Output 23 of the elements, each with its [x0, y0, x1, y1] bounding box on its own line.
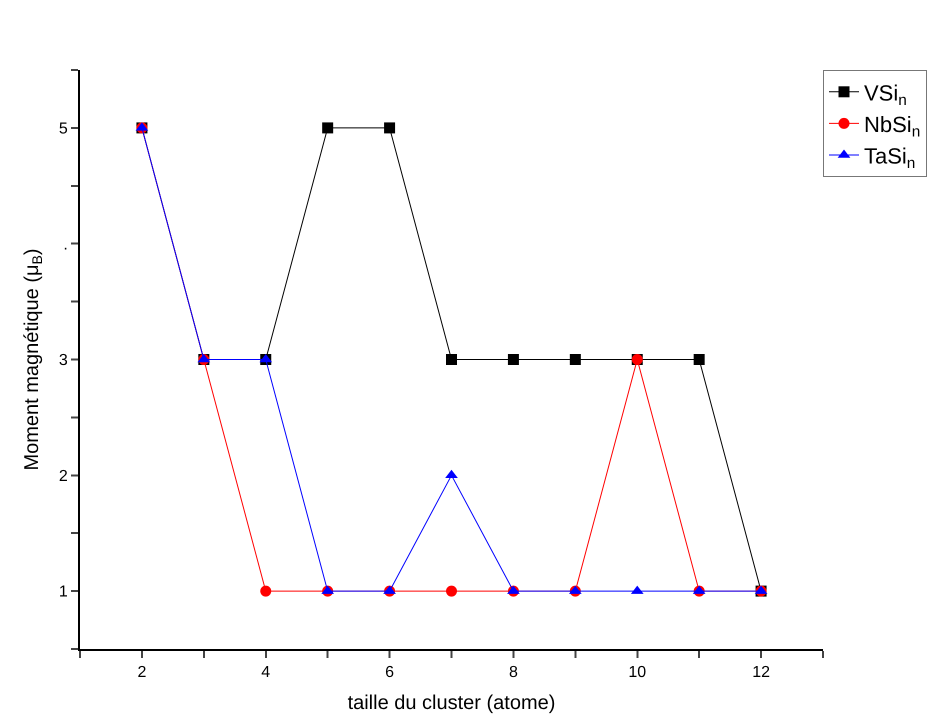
point	[446, 586, 457, 597]
y-tick-label: 2	[58, 468, 68, 485]
y-tick-label: 5	[58, 120, 68, 138]
x-tick-label: 12	[752, 664, 770, 682]
point	[508, 354, 519, 365]
point	[694, 354, 705, 365]
point	[446, 354, 457, 365]
point	[260, 586, 272, 597]
point	[570, 354, 581, 365]
y-tick-label: 3	[58, 352, 68, 370]
x-tick-label: 6	[385, 664, 394, 682]
legend-label: VSi$_{n}$	[864, 80, 907, 109]
x-tick-label: 2	[137, 664, 146, 682]
y-tick-label: 1	[58, 584, 68, 601]
legend-label: NbSi$_{n}$	[864, 112, 920, 141]
x-tick-label: 4	[261, 664, 270, 682]
x-tick-label: 8	[508, 664, 518, 682]
x-axis-title: taille du cluster (atome)	[348, 692, 556, 714]
legend-label: TaSi$_{n}$	[864, 144, 916, 172]
point	[384, 122, 396, 134]
x-tick-label: 10	[628, 664, 646, 682]
y-tick-label: .	[63, 236, 68, 254]
point	[322, 122, 334, 134]
